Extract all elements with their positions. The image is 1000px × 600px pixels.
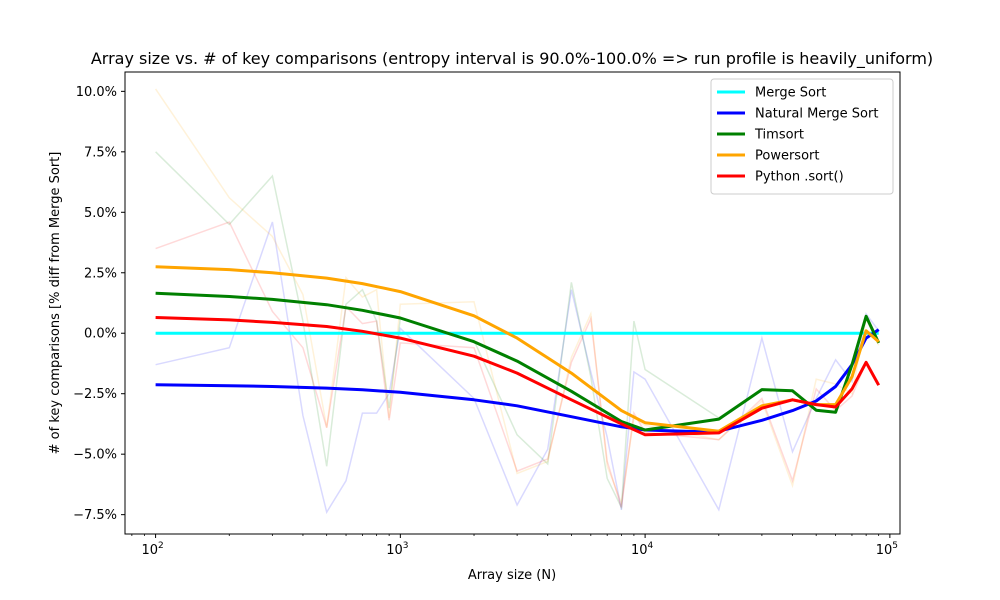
x-axis-label: Array size (N) <box>468 568 556 583</box>
x-tick-label: 104 <box>631 541 654 558</box>
x-tick-label: 103 <box>386 541 408 558</box>
smoothed-series-lines <box>155 265 881 437</box>
legend-label: Timsort <box>754 128 804 143</box>
y-tick-label: −7.5% <box>73 508 117 523</box>
series-line-timsort <box>155 291 881 432</box>
series-line-powersort <box>155 265 880 433</box>
legend-label: Natural Merge Sort <box>755 107 878 122</box>
x-tick-label: 105 <box>876 541 898 558</box>
raw-line-timsort <box>155 151 880 511</box>
legend-label: Merge Sort <box>755 86 826 101</box>
chart-title: Array size vs. # of key comparisons (ent… <box>91 49 933 69</box>
raw-line-natural-merge-sort <box>155 221 880 515</box>
legend-label: Powersort <box>755 149 819 164</box>
legend-label: Python .sort() <box>755 170 844 185</box>
legend: Merge Sort Natural Merge Sort Timsort Power… <box>710 78 894 195</box>
y-tick-label: 0.0% <box>84 327 117 342</box>
legend-box <box>710 78 894 195</box>
y-tick-label: −2.5% <box>73 387 117 402</box>
y-axis: 10.0% 7.5% 5.0% 2.5% 0.0% −2.5% −5.0% −7.5% <box>73 85 125 523</box>
y-axis-label: # of key comparisons [% diff from Merge … <box>48 152 63 455</box>
series-line-natural-merge-sort <box>155 328 880 433</box>
y-tick-label: 7.5% <box>84 145 117 160</box>
y-tick-label: 2.5% <box>84 266 117 281</box>
raw-line-python-sort <box>155 221 880 508</box>
plot-frame <box>124 71 901 535</box>
y-tick-label: 5.0% <box>84 206 117 221</box>
y-tick-label: 10.0% <box>76 85 117 100</box>
series-line-python-sort <box>155 316 881 437</box>
x-axis: 102 103 104 105 <box>131 534 898 558</box>
raw-line-powersort <box>154 88 880 506</box>
y-tick-label: −5.0% <box>73 448 117 463</box>
x-tick-label: 102 <box>141 541 163 558</box>
